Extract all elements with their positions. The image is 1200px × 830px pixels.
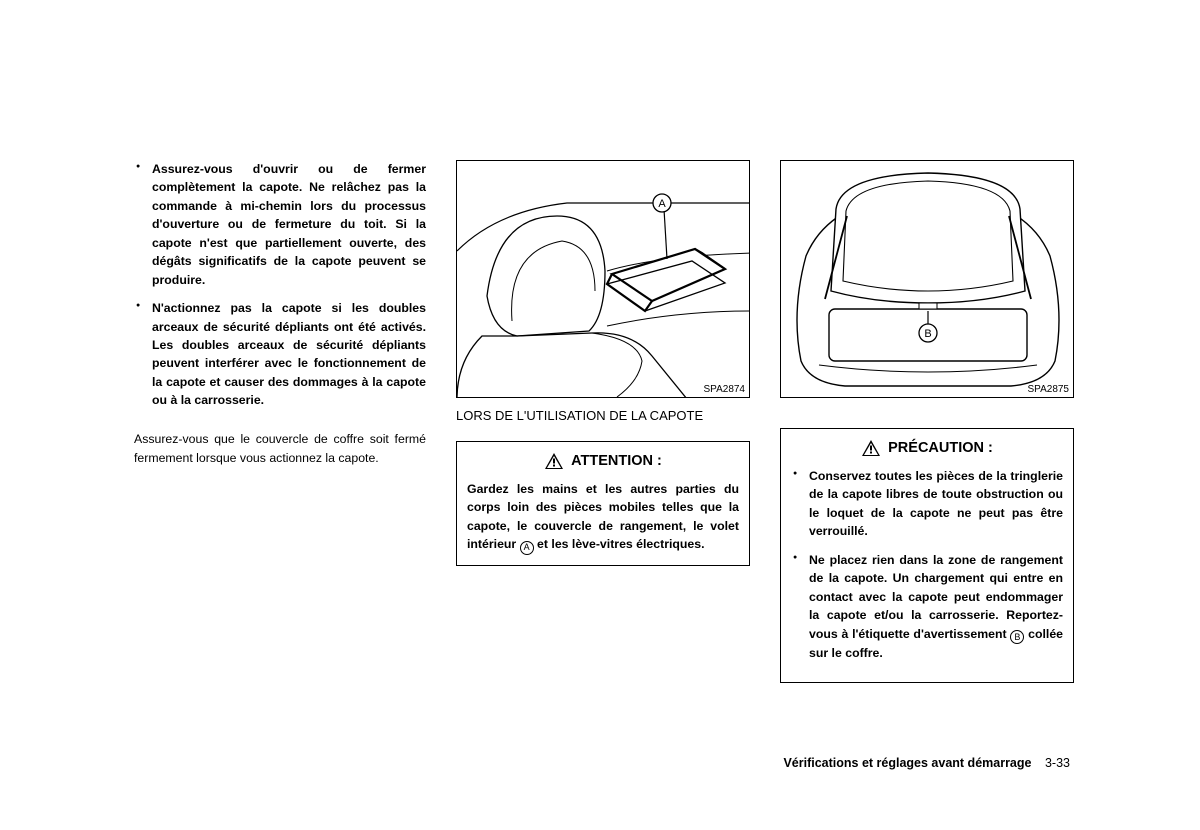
svg-text:A: A (658, 198, 666, 210)
footer-section-title: Vérifications et réglages avant démarrag… (783, 756, 1031, 770)
figure-code: SPA2874 (703, 384, 745, 395)
spacer (780, 406, 1074, 428)
figure-interior-flap: A SPA2874 (456, 160, 750, 398)
attention-box: ATTENTION : Gardez les mains et les autr… (456, 441, 750, 566)
seat-flap-illustration: A (457, 161, 750, 398)
figure-trunk: B SPA2875 (780, 160, 1074, 398)
trunk-illustration: B (781, 161, 1074, 398)
svg-text:B: B (924, 328, 931, 340)
page-footer: Vérifications et réglages avant démarrag… (783, 756, 1070, 770)
marker-a-inline: A (520, 541, 534, 555)
list-item: Ne placez rien dans la zone de rangement… (809, 551, 1063, 663)
list-item: N'actionnez pas la capote si les doubles… (152, 299, 426, 410)
precaution-text-pre: Ne placez rien dans la zone de rangement… (809, 553, 1063, 641)
attention-title-text: ATTENTION : (571, 453, 662, 469)
attention-body: Gardez les mains et les autres parties d… (467, 480, 739, 555)
precaution-box: PRÉCAUTION : Conservez toutes les pièces… (780, 428, 1074, 683)
section-heading: LORS DE L'UTILISATION DE LA CAPOTE (456, 408, 750, 423)
list-item: Assurez-vous d'ouvrir ou de fermer compl… (152, 160, 426, 289)
footer-page-number: 3-33 (1045, 756, 1070, 770)
column-right: B SPA2875 PRÉCAUTION : Conservez toutes … (780, 160, 1074, 683)
attention-title: ATTENTION : (467, 452, 739, 470)
column-middle: A SPA2874 LORS DE L'UTILISATION DE LA CA… (456, 160, 750, 683)
marker-b-inline: B (1010, 630, 1024, 644)
precaution-bullet-list: Conservez toutes les pièces de la tringl… (791, 467, 1063, 662)
attention-text-post: et les lève-vitres électriques. (537, 537, 704, 551)
precaution-title: PRÉCAUTION : (791, 439, 1063, 457)
warning-triangle-icon (861, 439, 881, 457)
list-item: Conservez toutes les pièces de la tringl… (809, 467, 1063, 541)
column-left: Assurez-vous d'ouvrir ou de fermer compl… (134, 160, 426, 683)
paragraph-text: Assurez-vous que le couvercle de coffre … (134, 430, 426, 468)
warning-bullet-list: Assurez-vous d'ouvrir ou de fermer compl… (134, 160, 426, 420)
warning-triangle-icon (544, 452, 564, 470)
figure-code: SPA2875 (1027, 384, 1069, 395)
precaution-title-text: PRÉCAUTION : (888, 440, 993, 456)
